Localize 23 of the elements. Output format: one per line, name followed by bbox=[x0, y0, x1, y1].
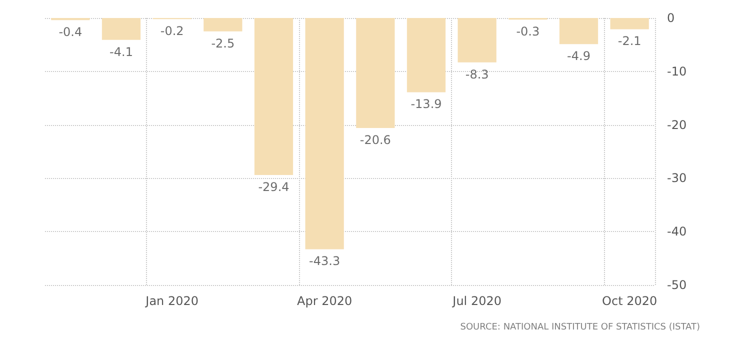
data-label: -29.4 bbox=[258, 180, 290, 194]
y-tick-label: -30 bbox=[667, 171, 687, 186]
data-label: -0.2 bbox=[160, 24, 184, 38]
x-tick-label: Jul 2020 bbox=[452, 294, 502, 308]
y-tick-label: -10 bbox=[667, 64, 687, 78]
data-label: -13.9 bbox=[410, 97, 442, 112]
data-label: -2.1 bbox=[618, 34, 642, 48]
data-label: -4.1 bbox=[110, 44, 133, 59]
y-tick-label: -40 bbox=[667, 224, 687, 239]
data-label: -0.3 bbox=[516, 24, 540, 39]
data-label: -0.4 bbox=[58, 25, 82, 40]
data-label: -2.5 bbox=[211, 36, 235, 50]
y-tick-label: -50 bbox=[667, 278, 687, 292]
data-label: -8.3 bbox=[465, 67, 489, 82]
data-label: -4.9 bbox=[567, 49, 590, 64]
y-tick-label: -20 bbox=[667, 118, 687, 132]
x-tick-label: Jan 2020 bbox=[144, 294, 199, 308]
source-note: SOURCE: NATIONAL INSTITUTE OF STATISTICS (ISTAT) bbox=[460, 322, 700, 332]
x-tick-label: Oct 2020 bbox=[602, 294, 658, 308]
data-label: -20.6 bbox=[360, 133, 391, 148]
y-tick-label: 0 bbox=[667, 11, 675, 25]
x-tick-label: Apr 2020 bbox=[297, 294, 352, 308]
data-label: -43.3 bbox=[309, 254, 340, 268]
